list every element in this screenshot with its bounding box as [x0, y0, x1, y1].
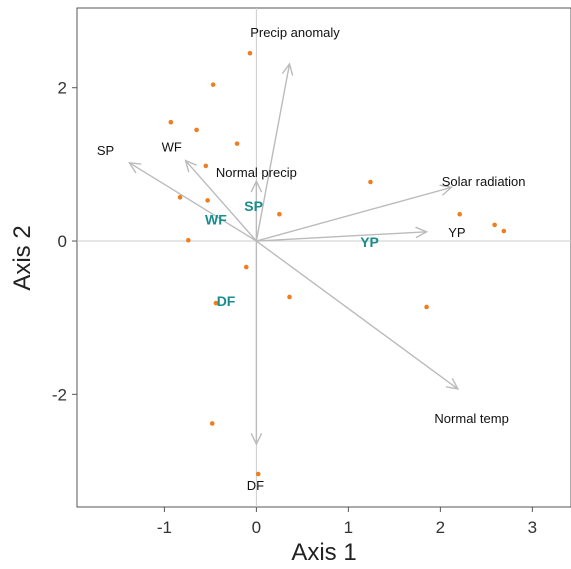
data-point: [243, 264, 249, 270]
data-point: [210, 82, 216, 87]
data-point: [368, 179, 373, 185]
data-point: [287, 294, 292, 300]
data-point: [194, 127, 199, 133]
data-point: [277, 211, 282, 217]
vector-shaft: [255, 63, 291, 242]
vector-label: SP: [97, 143, 114, 158]
data-point: [203, 163, 209, 169]
environmental-vectors: Precip anomaly SP WF Normal precip Solar rad…: [97, 25, 526, 493]
data-point: [209, 421, 215, 426]
x-tick-label: 1: [344, 518, 353, 537]
data-point: [205, 198, 210, 203]
data-point: [213, 300, 219, 306]
data-point: [457, 211, 462, 217]
vector-arrowhead: [445, 378, 460, 390]
x-tick-label: 3: [528, 518, 537, 537]
site-label: DF: [217, 293, 236, 309]
plot-panel: [76, 7, 571, 508]
vector-arrowhead: [184, 159, 197, 173]
vector-label: Normal temp: [434, 411, 508, 426]
data-point: [234, 141, 240, 146]
vector-label: Solar radiation: [442, 174, 526, 189]
vector-label: YP: [448, 225, 465, 240]
y-tick-label: 2: [58, 79, 67, 98]
data-point: [186, 237, 191, 243]
vector-label: DF: [247, 478, 264, 493]
vector-shaft: [255, 240, 459, 390]
site-label: WF: [205, 212, 227, 228]
x-tick-label: -1: [157, 518, 172, 537]
vector-label: Normal precip: [216, 165, 297, 180]
site-labels: SP WF YP DF: [205, 198, 379, 309]
y-tick-label: -2: [52, 385, 67, 404]
vector-arrowhead: [281, 62, 294, 76]
vector-arrow: Normal temp: [255, 240, 509, 426]
vector-arrow: Precip anomaly: [250, 25, 340, 242]
vector-label: Precip anomaly: [250, 25, 340, 40]
vector-arrow: DF: [247, 241, 264, 493]
vector-arrow: WF: [162, 140, 257, 242]
vector-arrow: Normal precip: [216, 165, 297, 242]
data-point: [424, 304, 429, 310]
site-label: SP: [244, 198, 263, 214]
y-axis-title: Axis 2: [9, 225, 36, 290]
vector-arrowhead: [128, 161, 142, 174]
vector-arrowhead: [439, 184, 453, 196]
data-point: [168, 119, 174, 125]
data-point: [177, 195, 183, 200]
vector-label: WF: [162, 140, 182, 155]
x-tick-label: 0: [252, 518, 261, 537]
axis-ticks: -1 0 1 2 3 -2 0 2: [52, 79, 537, 537]
vector-shaft: [129, 162, 257, 242]
vector-arrowhead: [415, 226, 429, 239]
vector-arrow: SP: [97, 143, 257, 242]
vector-arrow: Solar radiation: [256, 174, 526, 242]
data-point: [247, 50, 253, 56]
ordination-points: [168, 50, 507, 477]
x-tick-label: 2: [436, 518, 445, 537]
x-axis-title: Axis 1: [291, 539, 356, 566]
vector-shaft: [256, 231, 427, 242]
data-point: [255, 471, 261, 477]
vector-shaft: [256, 186, 452, 242]
vector-shaft: [185, 160, 257, 242]
vector-arrowhead: [250, 179, 263, 193]
y-tick-label: 0: [58, 232, 67, 251]
data-point: [501, 228, 507, 234]
data-point: [492, 222, 497, 228]
vector-arrowhead: [250, 433, 263, 446]
vector-arrow: YP: [256, 225, 466, 242]
site-label: YP: [360, 234, 379, 250]
